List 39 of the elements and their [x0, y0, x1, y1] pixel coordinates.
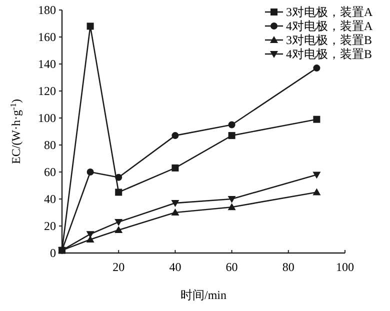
point: [228, 121, 236, 128]
point: [86, 22, 94, 30]
legend-label: 4对电极，装置B: [286, 47, 372, 61]
point: [86, 236, 94, 242]
point: [115, 174, 122, 181]
y-tick-label: 40: [44, 192, 56, 206]
legend-label: 3对电极，装置A: [286, 5, 373, 19]
point: [172, 132, 179, 140]
point: [114, 218, 123, 226]
y-tick-label: 60: [44, 165, 56, 179]
point: [172, 164, 179, 172]
point: [228, 203, 236, 210]
x-tick-label: 20: [112, 260, 125, 274]
point: [171, 200, 180, 208]
y-tick-label: 140: [38, 57, 56, 71]
y-tick-label: 160: [38, 30, 56, 44]
point: [313, 64, 320, 72]
point: [86, 168, 94, 176]
legend-label: 3对电极，装置B: [286, 33, 372, 47]
point: [312, 188, 321, 196]
y-tick-label: 180: [38, 3, 56, 17]
y-tick-label: 80: [44, 138, 56, 152]
y-tick-label: 0: [50, 246, 56, 260]
point: [171, 208, 180, 216]
point: [312, 172, 321, 179]
y-tick-label: 100: [38, 111, 56, 125]
point: [114, 226, 123, 234]
x-tick-label: 100: [336, 260, 354, 274]
x-tick-label: 40: [169, 260, 182, 274]
x-tick-label: 80: [282, 260, 294, 274]
x-axis-title: 时间/min: [180, 288, 227, 302]
y-tick-label: 120: [38, 84, 56, 98]
point: [228, 196, 236, 203]
legend-label: 4对电极，装置A: [286, 19, 373, 33]
point: [228, 132, 236, 140]
point: [115, 188, 122, 196]
point: [313, 116, 320, 123]
x-tick-label: 60: [226, 260, 238, 274]
y-tick-label: 20: [44, 219, 56, 233]
